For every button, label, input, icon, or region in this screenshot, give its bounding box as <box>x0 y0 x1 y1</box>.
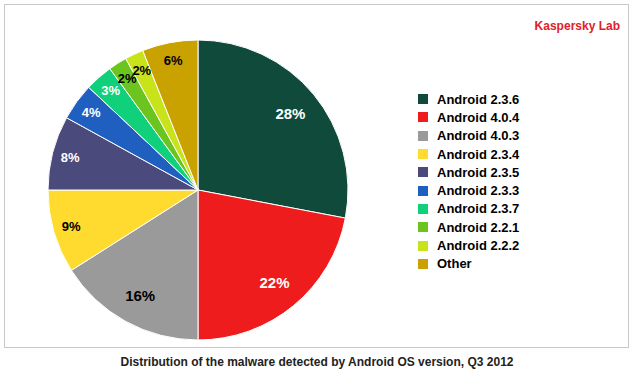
svg-text:2%: 2% <box>117 71 137 86</box>
html-text:Distribution of the malware de: Distribution of the malware detected by … <box>120 355 514 369</box>
svg-text:28%: 28% <box>275 105 305 122</box>
svg-text:2%: 2% <box>132 63 151 78</box>
html-text:Android 2.3.4: Android 2.3.4 <box>437 146 520 162</box>
svg-text:8%: 8% <box>61 150 80 165</box>
html-text:Android 2.3.3: Android 2.3.3 <box>437 183 520 199</box>
html-text:Kaspersky Lab: Kaspersky Lab <box>534 19 620 33</box>
html-text:Android 2.3.5: Android 2.3.5 <box>437 164 520 180</box>
svg-text:22%: 22% <box>259 274 289 291</box>
svg-text:9%: 9% <box>62 219 81 234</box>
svg-text:4%: 4% <box>82 105 101 120</box>
html-text:Android 2.3.7: Android 2.3.7 <box>437 201 520 217</box>
html-text:Android 2.2.2: Android 2.2.2 <box>437 238 520 253</box>
html-text:Android 4.0.3: Android 4.0.3 <box>437 128 520 144</box>
html-text:Android 4.0.4: Android 4.0.4 <box>437 109 520 125</box>
html-text:Other: Other <box>437 256 472 272</box>
svg-text:3%: 3% <box>101 83 121 99</box>
svg-text:6%: 6% <box>164 53 183 68</box>
html-text:Android 2.3.6: Android 2.3.6 <box>437 91 520 107</box>
html-text:Android 2.2.1: Android 2.2.1 <box>437 219 520 235</box>
svg-text:16%: 16% <box>125 287 155 304</box>
